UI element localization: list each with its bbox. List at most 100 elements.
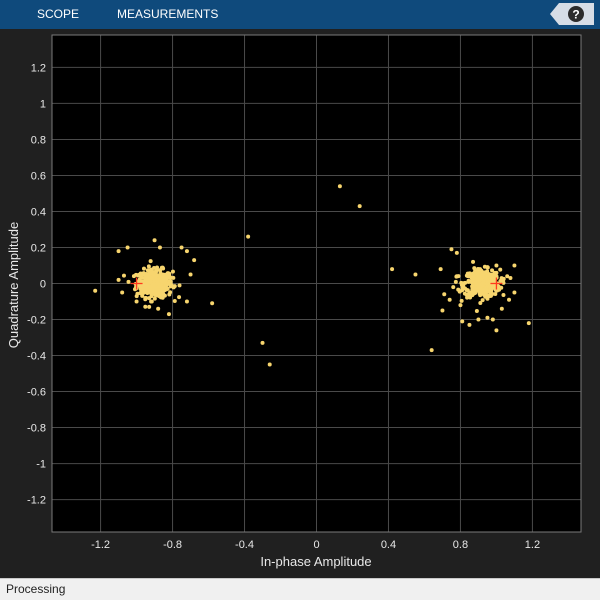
signal-point [507, 297, 512, 302]
signal-point [489, 288, 494, 293]
signal-point [147, 304, 152, 309]
signal-point [171, 275, 176, 280]
help-button[interactable]: ? [550, 3, 594, 25]
x-tick-label: 0 [313, 539, 319, 551]
signal-point [508, 276, 513, 281]
signal-point [157, 245, 162, 250]
toolstrip: SCOPE MEASUREMENTS ? [0, 0, 600, 29]
reference-point [490, 277, 503, 290]
signal-point [145, 279, 150, 284]
signal-point [472, 266, 477, 271]
signal-point [134, 294, 139, 299]
signal-point [440, 308, 445, 313]
signal-point [481, 287, 486, 292]
signal-point [485, 265, 490, 270]
signal-point [165, 271, 170, 276]
signal-point [184, 299, 189, 304]
x-tick-label: -1.2 [91, 539, 110, 551]
plot-border [51, 34, 582, 533]
signal-point [453, 279, 458, 284]
signal-point [143, 295, 148, 300]
signal-point [143, 304, 148, 309]
signal-point [152, 266, 157, 271]
signal-point [121, 273, 126, 278]
signal-point [498, 267, 503, 272]
signal-point [490, 317, 495, 322]
tab-scope[interactable]: SCOPE [37, 7, 80, 21]
help-icon-glyph: ? [572, 8, 579, 22]
signal-point [140, 293, 145, 298]
signal-point [161, 285, 166, 290]
signal-point [139, 289, 144, 294]
signal-point [451, 285, 456, 290]
signal-point [260, 340, 265, 345]
signal-point [93, 288, 98, 293]
signal-point [136, 278, 141, 283]
signal-point [501, 292, 506, 297]
y-tick-label: -1.2 [27, 495, 46, 507]
signal-point [469, 280, 474, 285]
signal-point [494, 263, 499, 268]
signal-point [152, 238, 157, 243]
signal-point [125, 245, 130, 250]
signal-point [146, 276, 151, 281]
signal-point [471, 259, 476, 264]
signal-point [490, 268, 495, 273]
signal-point [172, 299, 177, 304]
signal-point [161, 272, 166, 277]
signal-point [147, 296, 152, 301]
signal-point [192, 258, 197, 263]
signal-point [144, 288, 149, 293]
signal-point [464, 288, 469, 293]
x-tick-label: 1.2 [525, 539, 540, 551]
x-tick-label: 0.8 [453, 539, 468, 551]
signal-point [477, 276, 482, 281]
signal-point [480, 272, 485, 277]
signal-point [476, 317, 481, 322]
signal-point [116, 249, 121, 254]
signal-point [172, 284, 177, 289]
help-icon [568, 6, 584, 22]
signal-point [170, 269, 175, 274]
signal-point [457, 289, 462, 294]
signal-point [480, 281, 485, 286]
signal-point [467, 322, 472, 327]
signal-point [153, 291, 158, 296]
constellation-plot[interactable]: -1.2 -0.8 -0.4 0 0.4 0.8 1.2 1.2 1 0.8 0.6 0.4 0.2 0… [0, 29, 600, 578]
signal-point [458, 303, 463, 308]
tab-measurements[interactable]: MEASUREMENTS [117, 7, 219, 21]
reference-point [130, 277, 143, 290]
y-tick-label: -1 [36, 459, 46, 471]
y-tick-label: 0.2 [31, 242, 46, 254]
signal-point [462, 291, 467, 296]
y-axis-label: Quadrature Amplitude [6, 222, 21, 348]
signal-point [146, 264, 151, 269]
signal-point [449, 247, 454, 252]
signal-point [139, 275, 144, 280]
signal-point [499, 306, 504, 311]
signal-point [337, 184, 342, 189]
signal-point [494, 328, 499, 333]
signal-point [169, 283, 174, 288]
signal-point [475, 272, 480, 277]
y-tick-label: 1.2 [31, 62, 46, 74]
signal-point [454, 274, 459, 279]
x-axis-label: In-phase Amplitude [260, 554, 371, 569]
scope-canvas: -1.2 -0.8 -0.4 0 0.4 0.8 1.2 1.2 1 0.8 0.6 0.4 0.2 0… [0, 29, 600, 578]
signal-point [177, 283, 182, 288]
signal-point [489, 277, 494, 282]
signal-point [162, 280, 167, 285]
signal-point [136, 272, 141, 277]
signal-point [167, 292, 172, 297]
signal-point [246, 234, 251, 239]
signal-points [93, 184, 531, 367]
signal-point [526, 321, 531, 326]
grid [52, 35, 581, 532]
signal-point [483, 276, 488, 281]
signal-point [157, 294, 162, 299]
signal-point [138, 285, 143, 290]
signal-point [184, 249, 189, 254]
signal-point [498, 278, 503, 283]
y-tick-label: 0.4 [31, 206, 46, 218]
signal-point [478, 286, 483, 291]
